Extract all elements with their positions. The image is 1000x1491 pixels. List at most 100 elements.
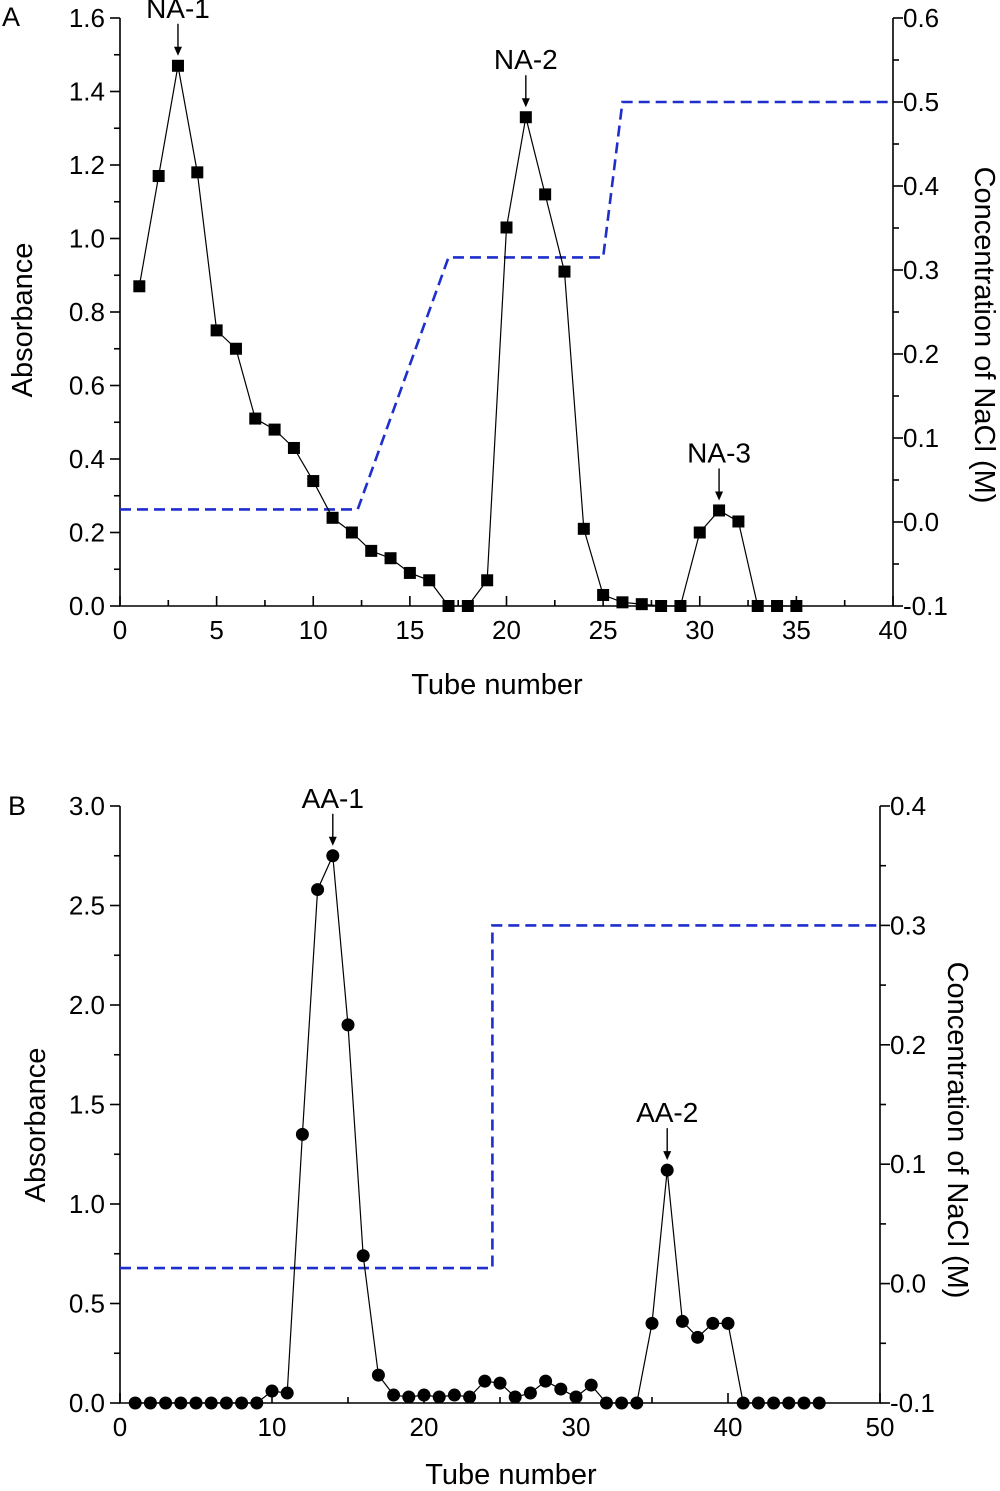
- y2-tick-label: 0.2: [890, 1030, 926, 1060]
- data-point-circle: [387, 1388, 401, 1402]
- data-point-circle: [478, 1374, 492, 1388]
- y2-tick-label: 0.5: [903, 87, 939, 117]
- data-point-circle: [295, 1127, 309, 1141]
- y-tick-label: 3.0: [69, 791, 105, 821]
- data-point-circle: [447, 1388, 461, 1402]
- panel-a-absorbance-points: [133, 59, 803, 612]
- data-point-circle: [174, 1396, 188, 1410]
- data-point-square: [693, 526, 706, 539]
- data-point-circle: [235, 1396, 249, 1410]
- data-point-circle: [736, 1396, 750, 1410]
- x-tick-label: 15: [395, 615, 424, 645]
- data-point-circle: [691, 1330, 705, 1344]
- x-tick-label: 0: [113, 1412, 127, 1442]
- peak-label: NA-3: [687, 437, 751, 468]
- y2-tick-label: 0.0: [903, 507, 939, 537]
- data-point-square: [655, 600, 668, 612]
- data-point-circle: [265, 1384, 279, 1398]
- annotation-arrowhead: [173, 46, 182, 56]
- data-point-square: [539, 188, 552, 201]
- y-tick-label: 2.0: [69, 990, 105, 1020]
- y2-tick-label: 0.4: [903, 171, 939, 201]
- panel-a-chart: A 0 5 10 15 20 25 30 35 40 0.0 0.2 0.4 0.6 0.8 1.0 1.2…: [2, 0, 1000, 701]
- data-point-square: [635, 598, 648, 611]
- data-point-circle: [751, 1396, 765, 1410]
- y-tick-label: 1.2: [69, 150, 105, 180]
- y2-tick-label: 0.3: [903, 255, 939, 285]
- data-point-circle: [523, 1386, 537, 1400]
- y-tick-label: 2.5: [69, 891, 105, 921]
- peak-label: AA-2: [636, 1097, 698, 1128]
- y2-tick-label: -0.1: [890, 1388, 935, 1418]
- y2-tick-label: -0.1: [903, 591, 948, 621]
- data-point-square: [771, 600, 784, 612]
- data-point-circle: [463, 1390, 477, 1404]
- panel-a-y2-ticks: -0.1 0.0 0.1 0.2 0.3 0.4 0.5 0.6: [893, 3, 948, 621]
- data-point-square: [442, 600, 455, 612]
- data-point-square: [133, 280, 146, 293]
- panel-a-x-axis-label: Tube number: [411, 669, 583, 701]
- annotation-arrowhead: [715, 491, 724, 501]
- panel-b-peak-annotations: AA-1 AA-2: [302, 783, 698, 1161]
- data-point-square: [210, 324, 223, 337]
- x-tick-label: 30: [685, 615, 714, 645]
- panel-b-x-axis-label: Tube number: [425, 1459, 597, 1491]
- panel-a-absorbance-line: [138, 65, 797, 607]
- panel-b-x-ticks: 0 10 20 30 40 50: [113, 1393, 894, 1442]
- data-point-square: [326, 511, 339, 524]
- data-point-circle: [797, 1396, 811, 1410]
- y2-tick-label: 0.2: [903, 339, 939, 369]
- data-point-circle: [615, 1396, 629, 1410]
- panel-a-frame: [119, 18, 894, 607]
- panel-a-label: A: [2, 2, 20, 32]
- y-tick-label: 0.4: [69, 444, 105, 474]
- data-point-circle: [508, 1390, 522, 1404]
- peak-label: AA-1: [302, 783, 364, 814]
- data-point-circle: [812, 1396, 826, 1410]
- y-tick-label: 1.0: [69, 224, 105, 254]
- y-tick-label: 1.6: [69, 3, 105, 33]
- x-tick-label: 25: [589, 615, 618, 645]
- data-point-square: [249, 412, 262, 425]
- data-point-square: [577, 522, 590, 535]
- data-point-square: [500, 221, 513, 234]
- data-point-square: [558, 265, 571, 278]
- data-point-square: [365, 544, 378, 557]
- x-tick-label: 30: [562, 1412, 591, 1442]
- data-point-circle: [432, 1390, 446, 1404]
- y-tick-label: 0.0: [69, 591, 105, 621]
- data-point-square: [345, 526, 358, 539]
- panel-a-peak-annotations: NA-1 NA-2 NA-3: [146, 0, 751, 501]
- peak-label: NA-1: [146, 0, 210, 24]
- panel-a-y-axis-label: Absorbance: [7, 243, 39, 398]
- data-point-square: [307, 475, 320, 488]
- data-point-circle: [311, 883, 325, 897]
- x-tick-label: 10: [258, 1412, 287, 1442]
- panel-b-chart: B 0 10 20 30 40 50 0.0 0.5 1.0 1.5 2.0 2.5 3.0 -0.1…: [8, 783, 973, 1491]
- y-tick-label: 0.5: [69, 1289, 105, 1319]
- data-point-square: [229, 342, 242, 355]
- data-point-circle: [675, 1314, 689, 1328]
- y-tick-label: 1.4: [69, 77, 105, 107]
- data-point-circle: [782, 1396, 796, 1410]
- data-point-circle: [280, 1386, 294, 1400]
- data-point-circle: [250, 1396, 264, 1410]
- panel-b-y-axis-label: Absorbance: [20, 1048, 52, 1203]
- y-tick-label: 0.0: [69, 1388, 105, 1418]
- y-tick-label: 0.2: [69, 518, 105, 548]
- data-point-square: [403, 566, 416, 579]
- data-point-circle: [371, 1368, 385, 1382]
- x-tick-label: 20: [492, 615, 521, 645]
- data-point-square: [384, 552, 397, 565]
- data-point-square: [268, 423, 281, 436]
- panel-a-y-ticks: 0.0 0.2 0.4 0.6 0.8 1.0 1.2 1.4 1.6: [69, 3, 120, 621]
- data-point-circle: [645, 1316, 659, 1330]
- annotation-arrowhead: [521, 98, 530, 108]
- annotation-arrowhead: [663, 1151, 672, 1161]
- x-tick-label: 20: [410, 1412, 439, 1442]
- data-point-square: [461, 600, 474, 612]
- x-tick-label: 10: [299, 615, 328, 645]
- data-point-circle: [630, 1396, 644, 1410]
- data-point-square: [732, 515, 745, 528]
- peak-label: NA-2: [494, 44, 558, 75]
